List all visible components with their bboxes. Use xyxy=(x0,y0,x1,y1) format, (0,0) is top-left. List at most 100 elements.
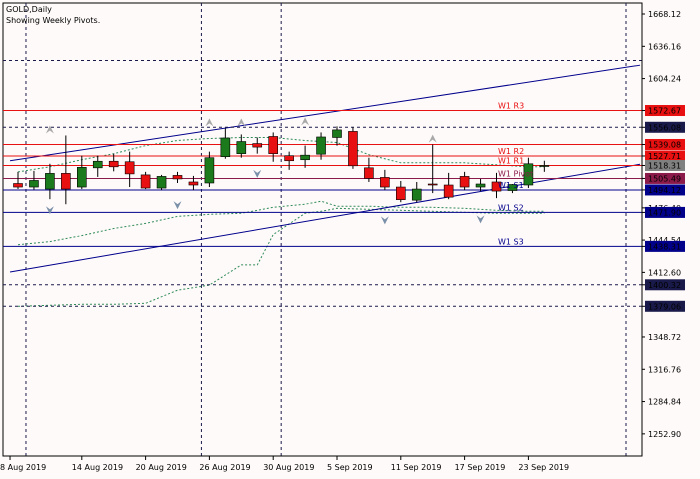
candle-body xyxy=(364,167,374,179)
candle-body xyxy=(443,184,454,198)
time-label: 23 Sep 2019 xyxy=(518,463,569,472)
candle-body xyxy=(380,177,390,188)
candle-body xyxy=(204,157,215,184)
candle-body xyxy=(156,176,167,189)
candle-body xyxy=(77,167,87,188)
price-label: 1527.71 xyxy=(648,152,681,161)
pivot-label: W1 R2 xyxy=(498,147,524,156)
price-label: 1539.08 xyxy=(648,140,681,149)
price-axis: 1668.12 1636.16 1604.24 1572.67 1556.08 1539.… xyxy=(641,3,685,456)
price-label: 1379.06 xyxy=(648,302,681,311)
candle-body xyxy=(300,154,310,161)
price-label: 1494.12 xyxy=(648,186,681,195)
candle-body xyxy=(268,136,279,154)
price-label-box xyxy=(645,121,685,133)
trend-channel-line xyxy=(9,163,641,273)
candle-body xyxy=(491,181,502,192)
candle-body xyxy=(236,141,247,154)
candle-body xyxy=(523,163,534,186)
fractal-up-icon xyxy=(301,117,310,126)
price-label: 1518.31 xyxy=(648,161,681,170)
pivot-label: W1 R1 xyxy=(498,156,524,165)
fractal-up-icon xyxy=(428,134,437,143)
price-label: 1505.49 xyxy=(648,174,681,183)
candle-body xyxy=(124,161,135,175)
fractal-up-icon xyxy=(45,125,54,134)
time-label: 20 Aug 2019 xyxy=(136,463,187,472)
envelope-upper-line xyxy=(17,137,545,173)
candle-body xyxy=(140,174,151,189)
pivot-label: W1 Pivot xyxy=(498,169,533,178)
time-axis: 8 Aug 2019 14 Aug 2019 20 Aug 2019 26 Aug 2… xyxy=(0,455,642,472)
time-label: 17 Sep 2019 xyxy=(455,463,506,472)
candle-body xyxy=(29,180,39,188)
candle-body xyxy=(459,176,470,188)
price-label: 1316.76 xyxy=(648,365,681,374)
price-label-box xyxy=(645,150,685,162)
price-label-box xyxy=(645,279,685,291)
price-label-box xyxy=(645,300,685,312)
pivot-label: W1 S1 xyxy=(498,181,524,190)
candle-body xyxy=(92,160,103,169)
time-label: 8 Aug 2019 xyxy=(0,463,46,472)
time-label: 30 Aug 2019 xyxy=(263,463,314,472)
price-label: 1668.12 xyxy=(648,10,681,19)
price-label: 1471.90 xyxy=(648,208,681,217)
hline-layer xyxy=(3,59,642,307)
time-label: 26 Aug 2019 xyxy=(199,463,250,472)
candle-body xyxy=(348,131,358,167)
candle-body xyxy=(220,137,231,157)
time-label: 11 Sep 2019 xyxy=(391,463,442,472)
price-label: 1412.60 xyxy=(648,268,681,277)
candle-body xyxy=(395,186,406,200)
price-label: 1438.31 xyxy=(648,242,681,251)
pivot-label: W1 S3 xyxy=(498,237,524,246)
candle-body xyxy=(427,183,438,186)
symbol-label: GOLD,Daily xyxy=(6,5,52,14)
fractal-down-icon xyxy=(173,201,182,210)
subtitle-label: Showing Weekly Pivots. xyxy=(6,16,100,25)
price-label-box xyxy=(645,206,685,218)
candle-body xyxy=(475,183,486,188)
candle-body xyxy=(316,136,326,155)
fractal-up-icon xyxy=(237,118,246,127)
candle-body xyxy=(108,160,119,168)
fractal-down-icon xyxy=(45,206,54,215)
candles-layer xyxy=(13,126,550,205)
price-label-box xyxy=(645,105,685,117)
price-label: 1636.16 xyxy=(648,42,681,51)
fractal-down-icon xyxy=(380,216,389,225)
candle-body xyxy=(539,165,550,167)
price-label-box xyxy=(645,138,685,150)
fractal-up-icon xyxy=(205,118,214,127)
candle-body xyxy=(45,173,55,190)
fractal-down-icon xyxy=(476,215,485,224)
price-label: 1284.84 xyxy=(648,398,681,407)
candle-body xyxy=(61,173,71,190)
candle-body xyxy=(13,183,23,188)
candle-body xyxy=(332,129,342,138)
price-label-box xyxy=(645,240,685,252)
price-label: 1572.67 xyxy=(648,107,681,116)
price-label: 1604.24 xyxy=(648,75,681,84)
candle-body xyxy=(252,143,263,148)
price-label-box xyxy=(645,184,685,196)
pivot-label: W1 S2 xyxy=(498,203,524,212)
pivot-label: W1 R3 xyxy=(498,102,524,111)
price-label: 1252.90 xyxy=(648,430,681,439)
envelope-lower-line xyxy=(17,200,545,246)
price-label: 1348.72 xyxy=(648,333,681,342)
candle-body xyxy=(411,188,422,201)
candle-body xyxy=(507,184,518,191)
price-label: 1400.32 xyxy=(648,281,681,290)
price-label: 1444.54 xyxy=(648,236,681,245)
time-label: 5 Sep 2019 xyxy=(327,463,373,472)
candle-body xyxy=(188,181,199,186)
fractals-layer xyxy=(45,117,485,225)
time-label: 14 Aug 2019 xyxy=(72,463,123,472)
price-label: 1556.08 xyxy=(648,123,681,132)
fractal-down-icon xyxy=(253,169,262,178)
